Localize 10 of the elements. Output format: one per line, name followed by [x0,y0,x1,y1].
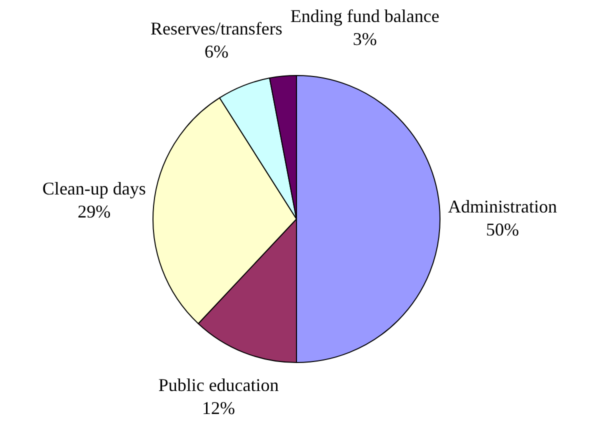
slice-label: Administration [448,196,557,217]
data-label: 3% [352,29,377,50]
data-label: 6% [204,42,228,62]
slice-label: Clean-up days [42,178,146,199]
data-label: 29% [78,202,111,222]
data-label: 12% [202,398,236,418]
slice-label: Ending fund balance [290,6,440,26]
data-label: 50% [486,220,519,240]
slice-label: Reserves/transfers [150,18,282,39]
slice-label: Public education [158,374,279,395]
